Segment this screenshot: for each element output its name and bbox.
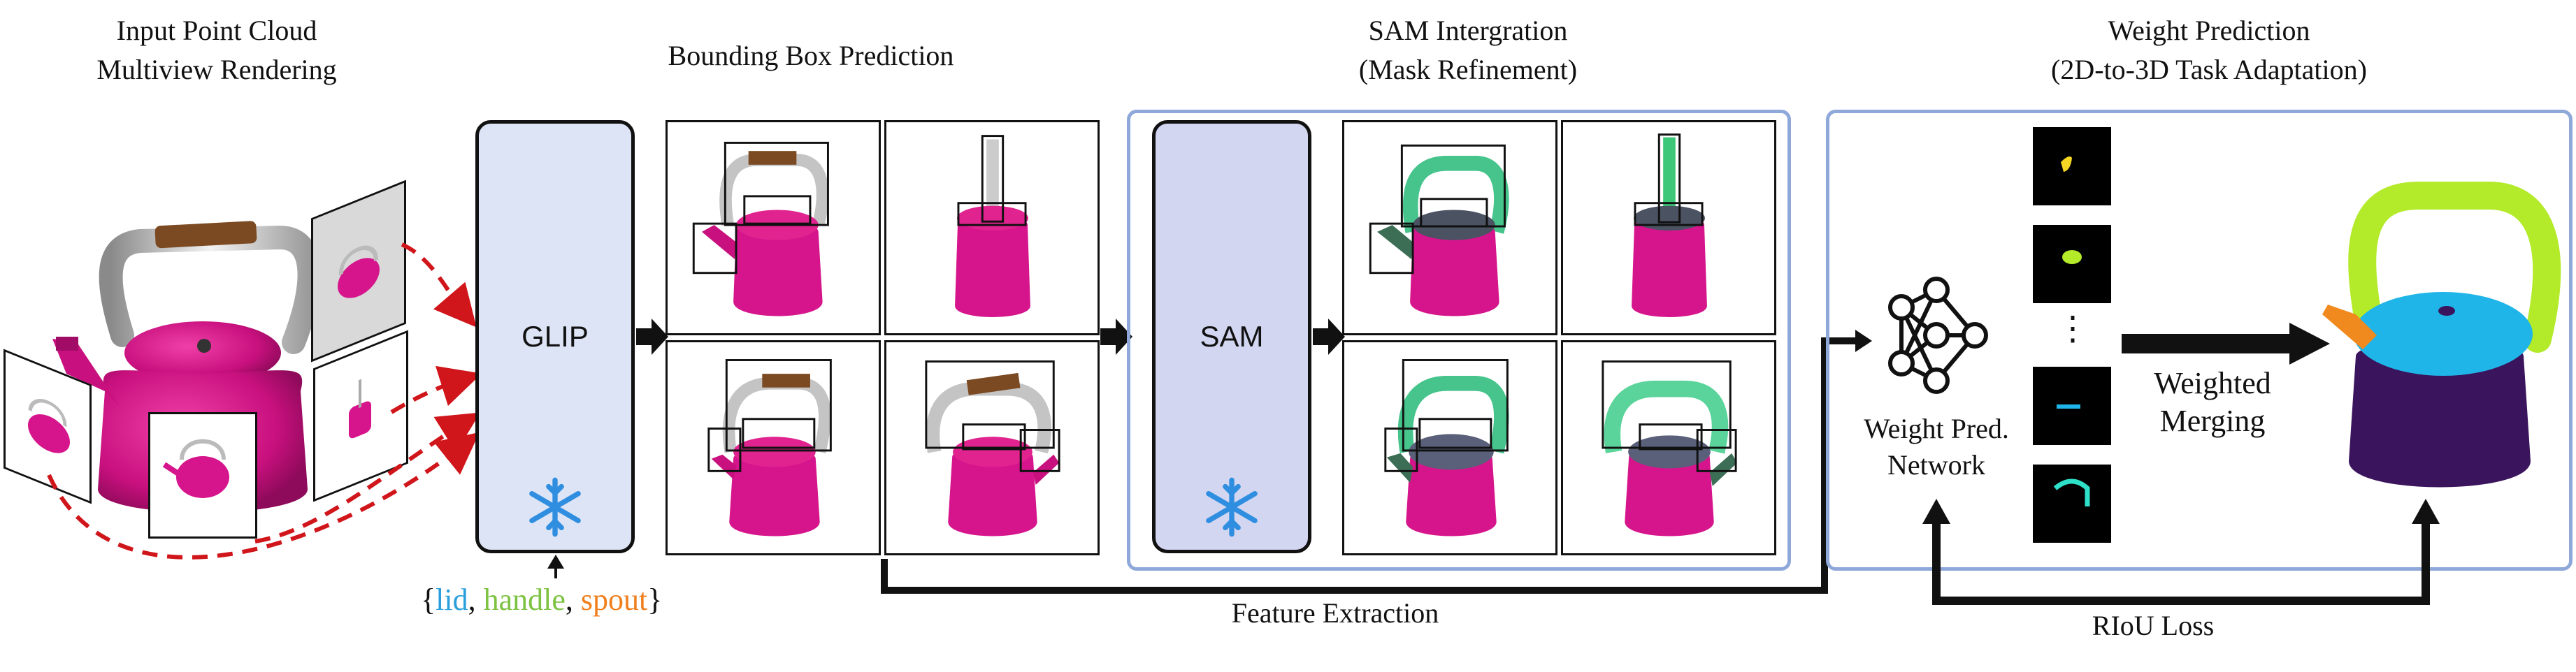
bbox-panel-4 <box>884 340 1100 555</box>
riou-loss-arrow <box>1922 499 2440 605</box>
input-title: Input Point Cloud Multiview Rendering <box>28 11 405 89</box>
prompt-spout: spout <box>580 583 648 617</box>
prompt-arrow <box>547 555 564 578</box>
weight-title-line2: (2D-to-3D Task Adaptation) <box>2051 54 2367 85</box>
mask-panel-3 <box>1342 340 1557 555</box>
network-label: Weight Pred. Network <box>1849 411 2024 483</box>
sam-snowflake-icon <box>1206 477 1258 537</box>
bbox-to-sam-arrow <box>1100 319 1132 355</box>
prompt-sep-2: , <box>565 583 581 617</box>
prompt-sep-1: , <box>468 583 484 617</box>
merge-label: Weighted Merging <box>2129 365 2296 440</box>
mask-tile-lid <box>2033 127 2111 205</box>
text-prompt: {lid, handle, spout} <box>421 582 662 618</box>
input-title-line1: Input Point Cloud <box>116 15 317 46</box>
bbox-panel-2 <box>884 120 1100 335</box>
glip-label: GLIP <box>521 320 589 353</box>
sam-label: SAM <box>1200 320 1264 353</box>
mask-ellipsis: ⋮ <box>2056 310 2089 347</box>
merge-arrow <box>2122 323 2330 365</box>
mask-panel-4 <box>1561 340 1776 555</box>
neural-network-icon <box>1888 277 1988 394</box>
render-view-4 <box>3 349 92 504</box>
render-view-3 <box>148 412 257 539</box>
mask-tile-body <box>2033 225 2111 303</box>
sam-title-line1: SAM Intergration <box>1368 15 1568 46</box>
prompt-handle: handle <box>483 583 566 617</box>
prompt-open: { <box>421 583 436 617</box>
sam-to-mask-arrow <box>1313 319 1345 355</box>
merge-label-line1: Weighted <box>2154 366 2271 400</box>
mask-panel-2 <box>1561 120 1776 335</box>
input-title-line2: Multiview Rendering <box>96 54 337 85</box>
mask-tile-spout <box>2033 367 2111 445</box>
mask-tile-handle <box>2033 465 2111 543</box>
arrow-view-3 <box>254 412 481 543</box>
network-label-line1: Weight Pred. <box>1864 413 2009 444</box>
arrow-view-1 <box>401 242 477 328</box>
sam-title-line2: (Mask Refinement) <box>1358 54 1578 85</box>
bbox-panel-1 <box>665 120 881 335</box>
render-view-2 <box>313 330 408 502</box>
render-to-glip-arrows <box>47 242 482 560</box>
feature-extraction-arrow <box>881 330 1872 594</box>
weight-title-line1: Weight Prediction <box>2108 15 2310 46</box>
snowflake-icon <box>529 477 581 537</box>
weight-title: Weight Prediction (2D-to-3D Task Adaptat… <box>1992 11 2426 89</box>
weight-group <box>1826 110 2573 571</box>
arrow-view-4 <box>47 432 480 560</box>
prompt-lid: lid <box>436 583 468 617</box>
glip-to-bbox-arrow <box>636 319 668 355</box>
sam-title: SAM Intergration (Mask Refinement) <box>1272 11 1664 89</box>
render-view-1 <box>311 180 406 363</box>
bbox-panel-3 <box>665 340 881 555</box>
mask-panel-1 <box>1342 120 1557 335</box>
bbox-title-text: Bounding Box Prediction <box>668 40 954 71</box>
prompt-close: } <box>647 583 663 617</box>
segmented-teapot <box>2322 182 2561 488</box>
riou-loss-label: RIoU Loss <box>2092 610 2215 641</box>
merge-label-line2: Merging <box>2159 404 2266 438</box>
feature-extraction-label: Feature Extraction <box>1231 597 1439 629</box>
sam-group <box>1127 110 1791 571</box>
bbox-title: Bounding Box Prediction <box>615 36 1007 75</box>
network-label-line2: Network <box>1887 449 1985 481</box>
arrow-view-2 <box>390 365 482 414</box>
